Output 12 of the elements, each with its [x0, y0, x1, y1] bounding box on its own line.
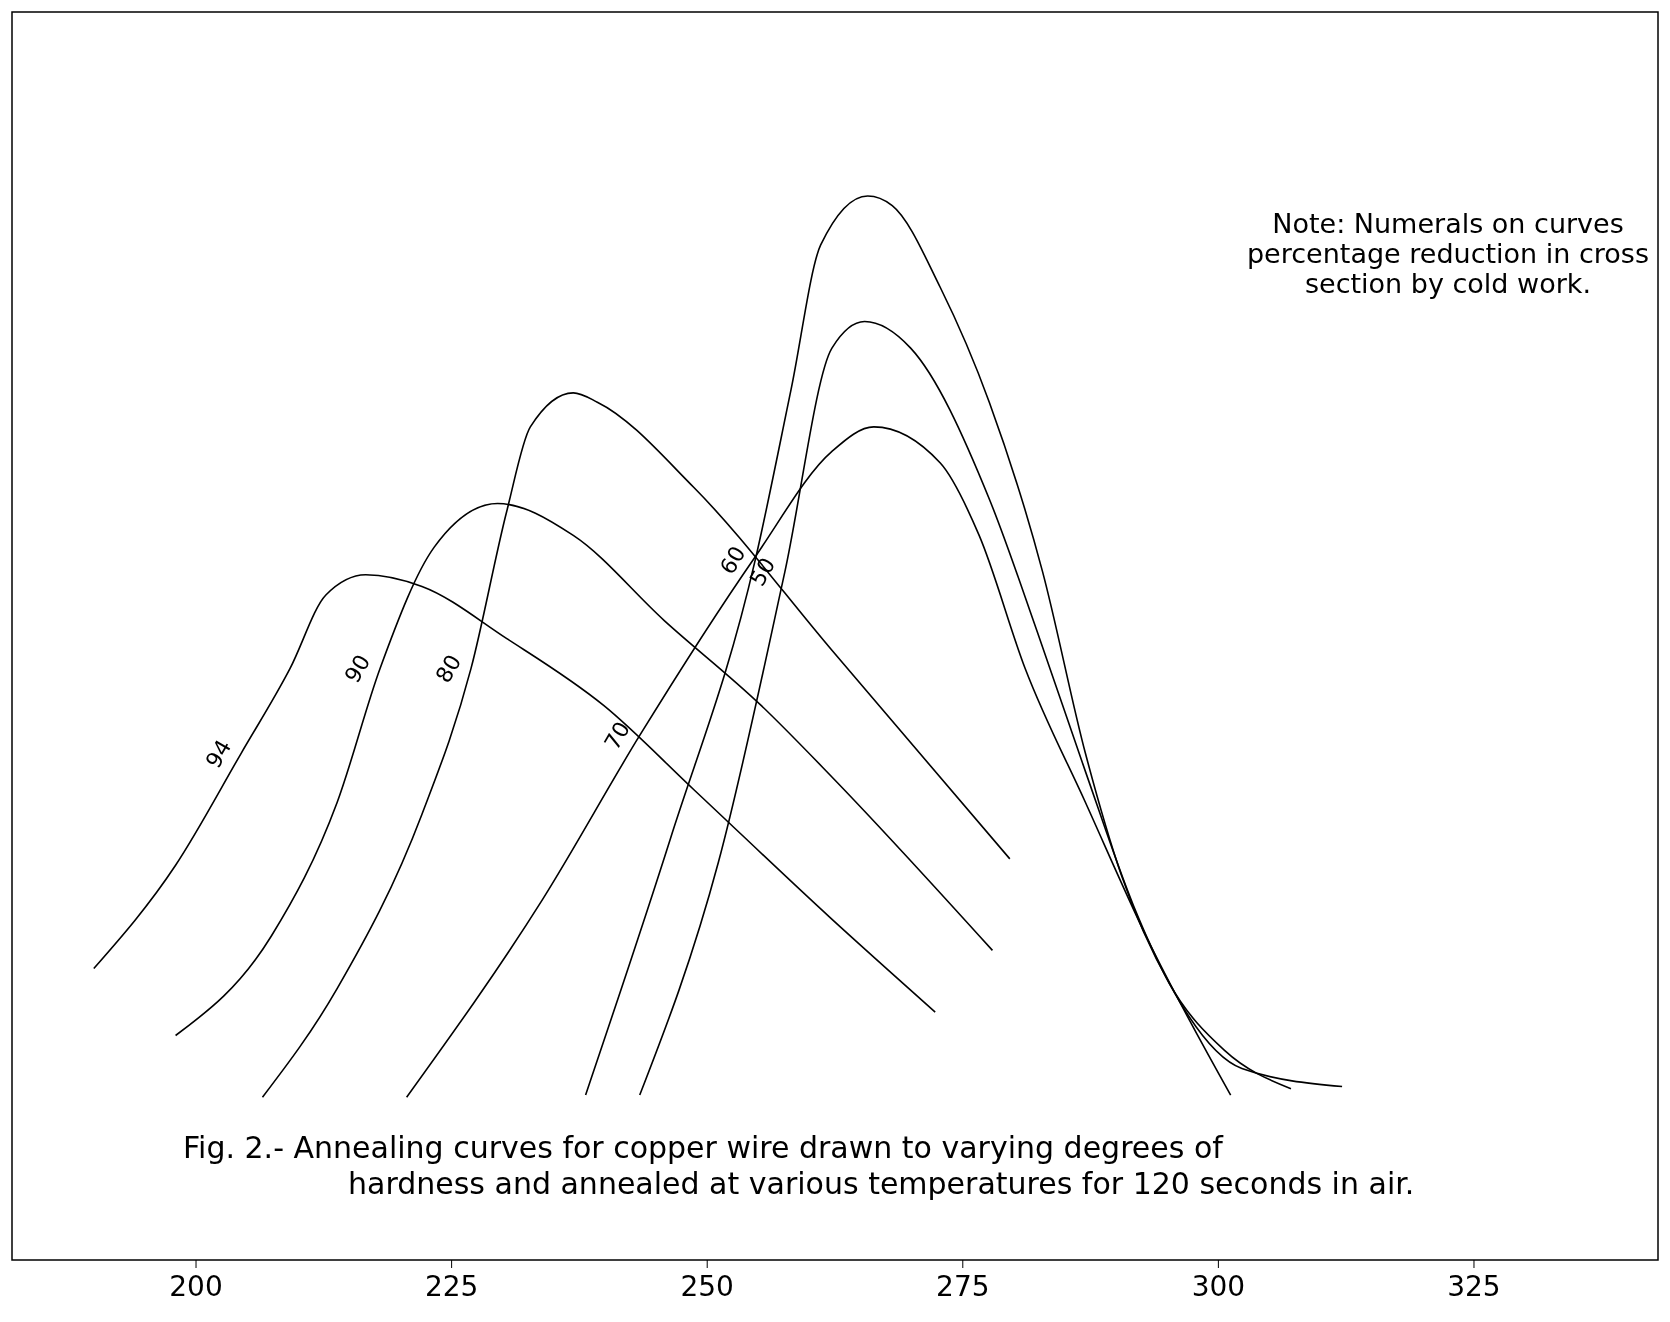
- text: 94: [200, 735, 237, 773]
- x-tick-label: 325: [1447, 1270, 1501, 1303]
- x-tick-label: 225: [424, 1270, 479, 1303]
- text: 80: [430, 650, 467, 688]
- text: 70: [599, 717, 636, 755]
- text: Fig. 2.- Annealing curves for copper wire drawn to varying degrees of hardness and annealed at various temperatures for 120 seconds in air.: [183, 1130, 1415, 1201]
- text: 90: [339, 650, 376, 688]
- x-tick-label: 250: [680, 1270, 734, 1303]
- annotation: Note: Numerals on curves percentage reduction in cross section by cold work.: [1246, 208, 1650, 299]
- x-tick-label: 200: [169, 1270, 223, 1303]
- x-tick-label: 300: [1191, 1270, 1246, 1303]
- x-tick-label: 275: [936, 1270, 990, 1303]
